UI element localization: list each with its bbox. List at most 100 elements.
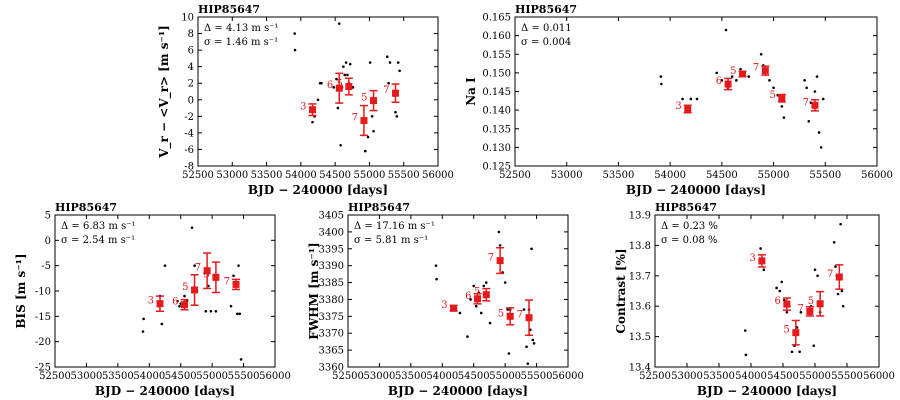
data-point bbox=[813, 90, 817, 93]
annotation: Δ = 6.83 m s⁻¹ bbox=[61, 221, 135, 232]
annotation: σ = 5.81 m s⁻¹ bbox=[354, 235, 428, 246]
data-point bbox=[799, 310, 803, 314]
data-point bbox=[695, 97, 699, 101]
data-point bbox=[176, 299, 179, 303]
data-point bbox=[398, 69, 401, 73]
annotation: σ = 1.46 m s⁻¹ bbox=[204, 37, 278, 48]
data-point bbox=[366, 135, 370, 139]
binned-mean bbox=[778, 94, 786, 102]
binned-mean bbox=[191, 286, 199, 294]
y-tick-label: 6 bbox=[188, 46, 194, 57]
y-tick-label: 3405 bbox=[319, 211, 344, 222]
chart-title: HIP85647 bbox=[348, 201, 410, 214]
data-point bbox=[715, 71, 718, 75]
data-point bbox=[689, 97, 693, 101]
data-point bbox=[739, 67, 742, 71]
data-point bbox=[780, 105, 784, 108]
y-tick-label: 3390 bbox=[319, 261, 344, 272]
data-point bbox=[237, 264, 240, 267]
binned-mean bbox=[761, 67, 769, 75]
x-tick-label: 53500 bbox=[603, 170, 635, 181]
y-tick-label: 0.155 bbox=[482, 50, 511, 61]
binned-mean bbox=[835, 273, 843, 281]
data-point bbox=[232, 274, 235, 278]
bin-count: 7 bbox=[383, 85, 389, 96]
data-point bbox=[141, 330, 145, 333]
bin-count: 6 bbox=[172, 297, 178, 308]
data-point bbox=[525, 345, 528, 349]
binned-mean bbox=[232, 280, 240, 288]
data-point bbox=[836, 292, 840, 296]
bin-count: 3 bbox=[675, 101, 681, 112]
x-tick-label: 56000 bbox=[259, 371, 291, 382]
y-tick-label: 3380 bbox=[319, 295, 344, 306]
data-point bbox=[816, 274, 819, 278]
data-point bbox=[343, 73, 347, 77]
data-point bbox=[394, 110, 397, 114]
y-tick-label: 0.150 bbox=[482, 68, 511, 79]
y-tick-label: 13.6 bbox=[629, 302, 651, 313]
annotation: σ = 2.54 m s⁻¹ bbox=[61, 235, 135, 246]
data-point bbox=[762, 268, 766, 272]
y-axis-label: Contrast [%] bbox=[614, 248, 628, 333]
x-tick-label: 52500 bbox=[332, 371, 364, 382]
x-tick-label: 52500 bbox=[39, 371, 71, 382]
data-point bbox=[803, 79, 806, 82]
x-tick-label: 55500 bbox=[831, 371, 863, 382]
data-point bbox=[790, 350, 794, 354]
x-tick-label: 52500 bbox=[639, 371, 671, 382]
data-point bbox=[840, 289, 844, 293]
binned-mean bbox=[156, 300, 164, 308]
y-axis-label: FWHM [m s⁻¹] bbox=[307, 242, 321, 339]
bin-count: 7 bbox=[753, 63, 759, 74]
x-tick-label: 55000 bbox=[196, 371, 228, 382]
data-point bbox=[388, 61, 392, 64]
x-tick-label: 56000 bbox=[861, 170, 893, 181]
x-tick-label: 53000 bbox=[671, 371, 703, 382]
binned-mean bbox=[391, 89, 399, 97]
x-axis-label: BJD − 240000 [days] bbox=[388, 384, 528, 398]
y-axis-label: V_r − <V_r> [m s⁻¹] bbox=[157, 25, 172, 159]
y-tick-label: 0.145 bbox=[482, 87, 511, 98]
data-point bbox=[772, 86, 775, 90]
data-point bbox=[841, 304, 845, 308]
data-point bbox=[744, 353, 748, 357]
binned-mean bbox=[473, 295, 481, 303]
data-point bbox=[785, 310, 789, 314]
y-tick-label: -4 bbox=[184, 128, 194, 139]
panel-1: 52500 53000 53500 54000 54500 55000 55500 56000… bbox=[157, 3, 454, 197]
y-tick-label: 2 bbox=[188, 79, 194, 90]
data-point bbox=[743, 329, 747, 332]
x-tick-label: 53500 bbox=[395, 371, 427, 382]
data-point bbox=[530, 247, 533, 251]
data-point bbox=[385, 55, 389, 59]
data-point bbox=[348, 62, 352, 66]
x-tick-label: 53500 bbox=[102, 371, 134, 382]
data-point bbox=[782, 116, 786, 119]
binned-mean bbox=[309, 106, 317, 114]
x-tick-label: 53000 bbox=[71, 371, 103, 382]
data-point bbox=[469, 298, 472, 301]
bin-count: 6 bbox=[774, 296, 780, 307]
x-tick-label: 53000 bbox=[551, 170, 583, 181]
x-tick-label: 54500 bbox=[165, 371, 197, 382]
data-point bbox=[821, 97, 825, 101]
data-point bbox=[735, 79, 738, 82]
binned-mean bbox=[180, 301, 188, 309]
y-tick-label: 4 bbox=[188, 62, 194, 73]
y-tick-label: 3395 bbox=[319, 244, 344, 255]
y-tick-label: 0 bbox=[45, 236, 51, 247]
data-point bbox=[768, 79, 771, 82]
data-point bbox=[193, 264, 196, 267]
data-point bbox=[372, 129, 375, 133]
y-tick-label: 13.5 bbox=[629, 332, 651, 343]
panel-3: 52500 53000 53500 54000 54500 55000 55500 56000… bbox=[14, 201, 291, 398]
bin-count: 3 bbox=[148, 296, 154, 307]
data-point bbox=[293, 48, 297, 52]
chart-title: HIP85647 bbox=[515, 3, 577, 16]
data-point bbox=[435, 277, 438, 281]
binned-mean bbox=[506, 312, 514, 320]
x-tick-label: 54000 bbox=[735, 371, 767, 382]
bin-count: 7 bbox=[488, 253, 494, 264]
binned-mean bbox=[792, 329, 800, 337]
